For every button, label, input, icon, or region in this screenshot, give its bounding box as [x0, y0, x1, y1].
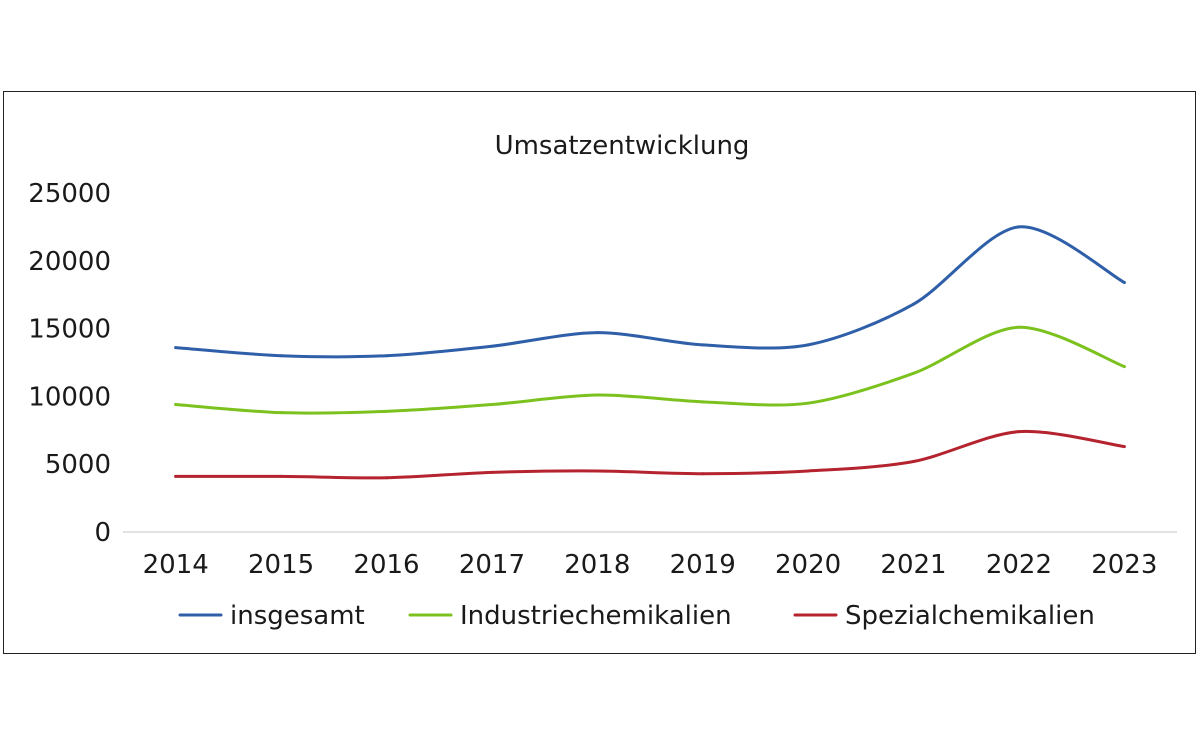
x-tick-label: 2018: [564, 550, 630, 580]
data-point-insgesamt: [385, 354, 388, 358]
x-tick-label: 2015: [248, 550, 314, 580]
data-point-industrie: [806, 401, 810, 405]
x-tick-label: 2020: [775, 550, 841, 580]
x-tick-label: 2022: [986, 550, 1052, 580]
data-point-spezial: [806, 469, 810, 473]
data-point-spezial: [1017, 430, 1021, 434]
y-tick-label: 0: [94, 518, 111, 548]
data-point-insgesamt: [912, 302, 915, 306]
data-point-industrie: [701, 400, 705, 404]
data-point-spezial: [1122, 445, 1126, 449]
x-axis-ticks: 2014 2015 2016 2017 2018 2019 2020 2021 2022 2023: [143, 550, 1158, 580]
data-point-industrie: [490, 403, 494, 407]
y-tick-label: 25000: [28, 179, 111, 209]
data-point-industrie: [1122, 365, 1126, 369]
x-tick-label: 2014: [143, 550, 209, 580]
data-point-industrie: [912, 371, 915, 375]
data-point-industrie: [1017, 325, 1021, 329]
legend-label: Industriechemikalien: [460, 601, 732, 631]
data-point-spezial: [385, 476, 388, 480]
data-point-industrie: [385, 409, 388, 413]
legend: insgesamt Industriechemikalien Spezialchem…: [178, 601, 1095, 631]
data-point-insgesamt: [595, 331, 599, 335]
x-tick-label: 2019: [670, 550, 736, 580]
chart-frame: [3, 91, 1196, 654]
y-axis-ticks: 0 5000 10000 15000 20000 25000: [28, 179, 111, 548]
data-point-industrie: [279, 411, 283, 415]
data-point-spezial: [174, 474, 178, 478]
data-point-insgesamt: [279, 354, 283, 358]
legend-item-spezial: Spezialchemikalien: [793, 601, 1095, 631]
data-point-insgesamt: [1017, 225, 1021, 229]
y-tick-label: 15000: [28, 315, 111, 345]
legend-label: Spezialchemikalien: [845, 601, 1095, 631]
y-tick-label: 10000: [28, 382, 111, 412]
series-line-insgesamt: [174, 225, 1126, 359]
data-point-spezial: [701, 472, 705, 476]
data-point-industrie: [174, 403, 178, 407]
data-point-industrie: [595, 393, 599, 397]
data-point-insgesamt: [1122, 280, 1126, 284]
data-point-insgesamt: [174, 346, 178, 350]
x-tick-label: 2017: [459, 550, 525, 580]
data-point-spezial: [595, 469, 599, 473]
data-point-spezial: [279, 474, 283, 478]
chart-title: Umsatzentwicklung: [495, 131, 750, 161]
data-point-insgesamt: [490, 344, 494, 348]
data-point-spezial: [490, 470, 494, 474]
x-tick-label: 2021: [880, 550, 946, 580]
legend-label: insgesamt: [230, 601, 365, 631]
legend-item-industrie: Industriechemikalien: [408, 601, 732, 631]
x-tick-label: 2016: [353, 550, 419, 580]
data-point-spezial: [912, 459, 915, 463]
legend-item-insgesamt: insgesamt: [178, 601, 365, 631]
series-line-spezial: [174, 429, 1126, 480]
series-layer: [174, 225, 1126, 480]
x-tick-label: 2023: [1091, 550, 1157, 580]
y-tick-label: 5000: [45, 450, 111, 480]
data-point-insgesamt: [806, 343, 810, 347]
data-point-insgesamt: [701, 343, 705, 347]
series-line-industrie: [174, 325, 1126, 415]
y-tick-label: 20000: [28, 247, 111, 277]
